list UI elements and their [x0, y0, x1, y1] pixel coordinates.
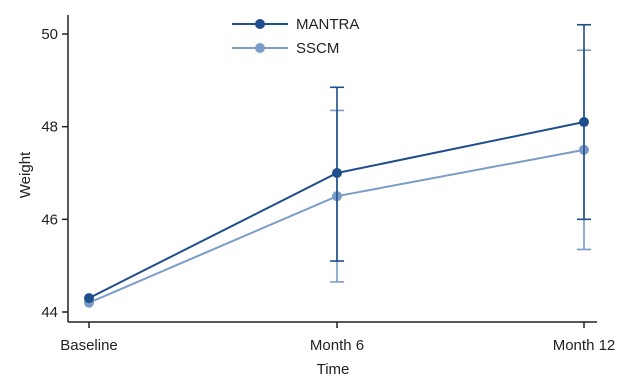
chart-axes	[67, 15, 597, 323]
y-tick-label: 46	[41, 211, 58, 228]
series-mantra	[84, 23, 591, 304]
data-point	[579, 117, 589, 128]
legend-marker	[255, 19, 265, 29]
y-tick-label: 50	[41, 26, 58, 43]
y-axis-title: Weight	[17, 151, 34, 198]
x-axis-title: Time	[317, 361, 350, 378]
legend-marker	[255, 43, 265, 53]
chart-legend: MANTRA SSCM	[232, 16, 359, 57]
legend-label: SSCM	[296, 40, 339, 57]
x-axis-ticks: Baseline Month 6 Month 12	[60, 322, 615, 354]
data-point	[84, 293, 94, 304]
series-layer	[84, 23, 591, 308]
data-point	[332, 168, 342, 178]
x-tick-label: Baseline	[60, 337, 118, 354]
legend-item-sscm: SSCM	[232, 40, 339, 57]
legend-item-mantra: MANTRA	[232, 16, 359, 33]
y-axis-ticks: 44 46 48 50	[41, 26, 68, 321]
y-tick-label: 44	[41, 304, 58, 321]
x-tick-label: Month 12	[553, 337, 616, 354]
legend-label: MANTRA	[296, 16, 359, 33]
x-tick-label: Month 6	[310, 337, 364, 354]
y-tick-label: 48	[41, 119, 58, 136]
